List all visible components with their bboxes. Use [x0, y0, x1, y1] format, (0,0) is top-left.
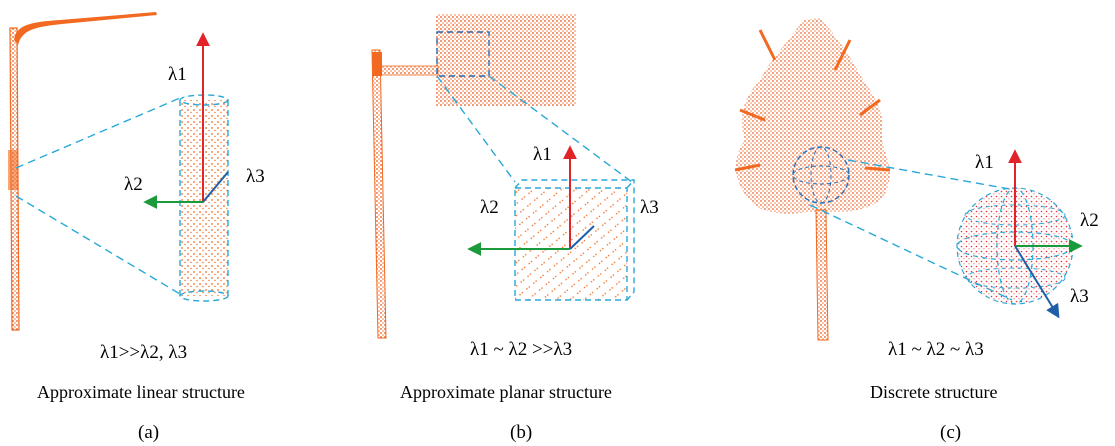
projection-line — [16, 196, 180, 294]
sign-pole-pointcloud — [372, 50, 438, 338]
equation: λ1>>λ2, λ3 — [100, 342, 187, 363]
panel-b: λ1 λ2 λ3 λ1 ~ λ2 >>λ3 Approximate planar… — [372, 14, 659, 443]
caption: Approximate linear structure — [37, 382, 245, 402]
panel-c: λ1 λ2 λ3 λ1 ~ λ2 ~ λ3 Discrete structure… — [735, 18, 1099, 443]
lambda2-label: λ2 — [480, 197, 499, 218]
panel-a: λ1 λ2 λ3 λ1>>λ2, λ3 Approximate linear s… — [8, 12, 265, 443]
caption: Discrete structure — [870, 382, 997, 402]
caption: Approximate planar structure — [400, 382, 612, 402]
sign-board-pointcloud — [436, 14, 576, 106]
equation: λ1 ~ λ2 >>λ3 — [470, 339, 572, 360]
equation: λ1 ~ λ2 ~ λ3 — [888, 339, 984, 360]
lambda1-label: λ1 — [533, 144, 552, 165]
projection-line — [16, 98, 180, 168]
planar-box — [515, 180, 634, 300]
tree-pointcloud — [735, 18, 890, 340]
sublabel: (a) — [138, 422, 159, 443]
lambda3-label: λ3 — [246, 166, 265, 187]
lambda3-label: λ3 — [1070, 286, 1089, 307]
sublabel: (c) — [940, 422, 961, 443]
sublabel: (b) — [510, 422, 532, 443]
lambda3-label: λ3 — [640, 197, 659, 218]
lambda2-label: λ2 — [1080, 210, 1099, 231]
lamp-pole-pointcloud — [8, 12, 157, 330]
lambda1-label: λ1 — [168, 64, 187, 85]
lambda2-label: λ2 — [124, 174, 143, 195]
lambda1-label: λ1 — [975, 152, 994, 173]
